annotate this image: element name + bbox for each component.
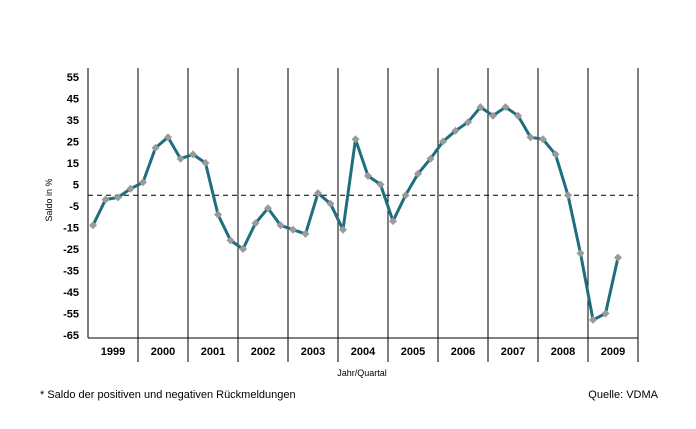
y-tick-label: 5 <box>73 180 79 192</box>
data-point-marker <box>176 154 185 163</box>
data-point-marker <box>339 225 347 234</box>
data-point-marker <box>264 204 272 213</box>
x-tick-label: 2005 <box>401 346 425 358</box>
data-point-marker <box>201 159 210 167</box>
data-point-marker <box>551 150 560 159</box>
x-tick-label: 2001 <box>201 346 225 358</box>
y-axis-label: Saldo in % <box>44 178 54 221</box>
y-tick-label: -5 <box>69 201 79 213</box>
x-tick-label: 1999 <box>101 346 125 358</box>
data-point-marker <box>326 199 335 208</box>
y-tick-label: -25 <box>63 244 79 256</box>
x-tick-label: 2003 <box>301 346 325 358</box>
data-point-marker <box>451 126 460 135</box>
x-tick-label: 2004 <box>351 346 376 358</box>
data-point-marker <box>389 217 397 226</box>
source-label: Quelle: VDMA <box>588 389 658 401</box>
y-tick-label: 25 <box>67 137 79 149</box>
data-point-marker <box>314 189 322 198</box>
data-point-marker <box>426 154 435 163</box>
footnote: * Saldo der positiven und negativen Rück… <box>40 389 296 401</box>
data-point-marker <box>226 236 235 245</box>
data-point-marker <box>214 210 222 219</box>
data-point-marker <box>239 245 247 253</box>
data-point-marker <box>439 137 447 146</box>
data-point-marker <box>576 249 585 258</box>
y-tick-label: -35 <box>63 266 79 278</box>
y-tick-label: -45 <box>63 287 79 299</box>
data-point-marker <box>151 143 160 152</box>
data-point-marker <box>89 221 97 230</box>
data-point-marker <box>526 133 535 142</box>
y-tick-label: 45 <box>67 94 79 106</box>
data-point-marker <box>539 135 547 144</box>
data-point-marker <box>289 225 297 234</box>
data-point-marker <box>114 193 122 202</box>
data-point-marker <box>589 315 597 324</box>
x-tick-label: 2007 <box>501 346 525 358</box>
data-point-marker <box>514 111 522 120</box>
x-tick-label: 2009 <box>601 346 625 358</box>
x-axis-label: Jahr/Quartal <box>337 368 387 378</box>
data-point-marker <box>126 184 135 193</box>
data-point-marker <box>276 221 285 230</box>
data-point-marker <box>101 195 110 204</box>
y-tick-label: -15 <box>63 223 79 235</box>
x-tick-label: 2002 <box>251 346 275 358</box>
data-point-marker <box>501 103 510 112</box>
data-point-marker <box>301 229 310 238</box>
y-tick-label: 15 <box>67 158 79 170</box>
x-tick-label: 2008 <box>551 346 575 358</box>
data-point-marker <box>351 135 360 144</box>
data-point-marker <box>464 118 472 127</box>
data-point-marker <box>614 253 622 262</box>
data-point-marker <box>164 133 172 142</box>
data-point-marker <box>476 103 485 112</box>
data-markers <box>89 103 622 324</box>
y-tick-labels: 55 45 35 25 15 5 -5 -15 -25 -35 -45 -55 -65 <box>63 72 79 342</box>
data-point-marker <box>489 111 497 120</box>
data-point-marker <box>564 191 572 200</box>
data-point-marker <box>401 191 410 200</box>
x-tick-label: 2000 <box>151 346 175 358</box>
data-point-marker <box>414 169 422 178</box>
data-point-marker <box>189 150 197 159</box>
data-point-marker <box>364 171 372 180</box>
data-point-marker <box>601 309 610 318</box>
x-tick-labels: 1999 2000 2001 2002 2003 2004 2005 2006 2007 2008… <box>101 346 625 358</box>
data-point-marker <box>251 219 260 228</box>
y-tick-label: -65 <box>63 330 79 342</box>
y-tick-label: 55 <box>67 72 79 84</box>
y-tick-label: 35 <box>67 115 79 127</box>
data-point-marker <box>376 180 385 189</box>
data-point-marker <box>139 178 147 187</box>
y-tick-label: -55 <box>63 309 79 321</box>
x-tick-label: 2006 <box>451 346 475 358</box>
year-dividers <box>137 68 639 362</box>
